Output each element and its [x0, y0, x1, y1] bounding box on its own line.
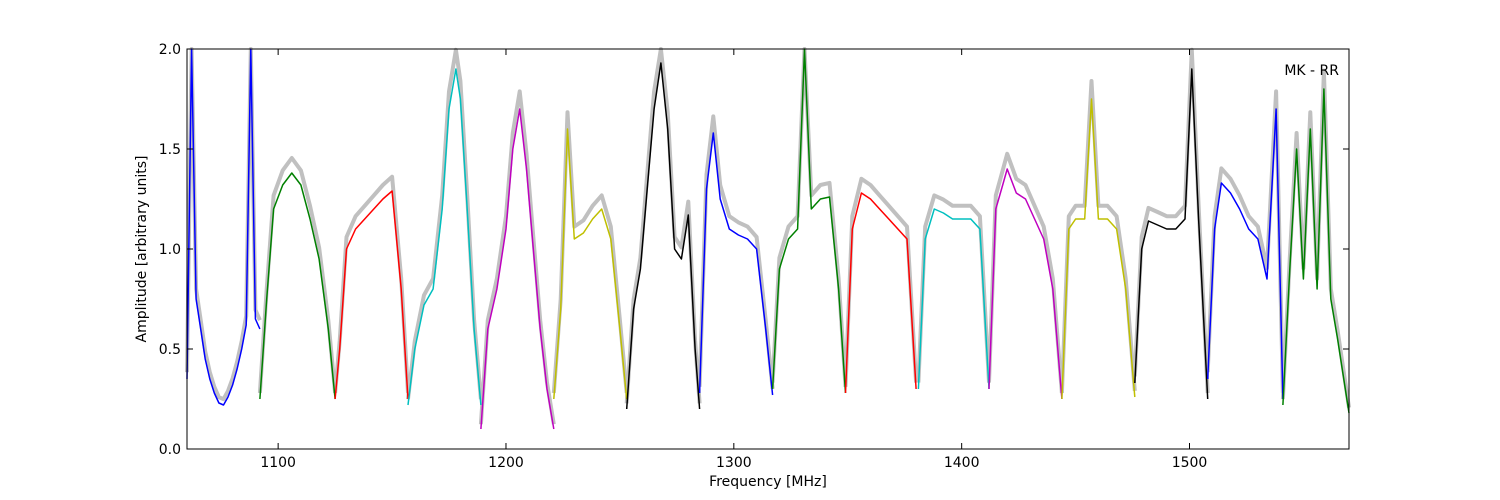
- subband-envelope-4: [478, 89, 556, 425]
- x-tick-label-4: 1500: [1172, 455, 1208, 471]
- y-tick-label-0: 0.0: [159, 442, 181, 458]
- subband-line-10: [917, 208, 990, 390]
- y-tick-label-1: 0.5: [159, 342, 181, 358]
- subband-line-2: [334, 190, 409, 400]
- y-tick-label-4: 2.0: [159, 42, 181, 58]
- subband-line-4: [480, 108, 555, 430]
- subband-line-11: [988, 168, 1063, 400]
- subband-envelope-2: [333, 174, 410, 394]
- subband-envelope-8: [770, 47, 848, 387]
- subband-envelope-5: [551, 110, 629, 394]
- plot-area-frame: [186, 48, 1350, 450]
- subband-envelope-1: [257, 156, 338, 394]
- subband-line-12: [1061, 98, 1136, 400]
- subband-envelope-9: [843, 176, 919, 387]
- subband-envelope-10: [916, 193, 991, 383]
- subband-line-3: [407, 68, 482, 406]
- x-axis-label: Frequency [MHz]: [709, 474, 827, 490]
- x-tick-label-3: 1400: [944, 455, 980, 471]
- subband-envelope-7: [697, 114, 775, 390]
- subband-envelope-13: [1132, 47, 1210, 394]
- x-tick-label-1: 1200: [488, 455, 524, 471]
- x-tick-label-0: 1100: [260, 455, 296, 471]
- subband-envelope-11: [987, 151, 1064, 394]
- background-envelope-layer: [185, 47, 1351, 425]
- x-tick-label-2: 1300: [716, 455, 752, 471]
- subband-envelope-15: [1280, 68, 1351, 408]
- subband-line-15: [1282, 88, 1350, 414]
- subband-line-14: [1206, 108, 1284, 400]
- subband-series-layer: [186, 48, 1350, 430]
- subband-line-0: [186, 48, 261, 406]
- y-tick-label-2: 1.0: [159, 242, 181, 258]
- y-axis-label: Amplitude [arbitrary units]: [134, 156, 150, 343]
- subband-line-5: [553, 128, 628, 400]
- subband-envelope-3: [406, 47, 483, 400]
- subband-line-9: [844, 192, 917, 394]
- subband-line-8: [771, 48, 847, 394]
- baseline-annotation: MK - RR: [1284, 63, 1339, 79]
- subband-envelope-0: [185, 47, 262, 402]
- y-axis-ticks: 0.0 0.5 1.0 1.5 2.0: [159, 42, 1349, 458]
- subband-line-1: [259, 172, 336, 400]
- subband-envelope-12: [1059, 79, 1137, 394]
- subband-line-6: [625, 62, 701, 410]
- x-axis-ticks: 1100 1200 1300 1400 1500: [260, 49, 1207, 471]
- subband-line-7: [698, 132, 774, 396]
- subband-envelope-14: [1205, 89, 1285, 394]
- y-tick-label-3: 1.5: [159, 142, 181, 158]
- subband-line-13: [1134, 68, 1209, 400]
